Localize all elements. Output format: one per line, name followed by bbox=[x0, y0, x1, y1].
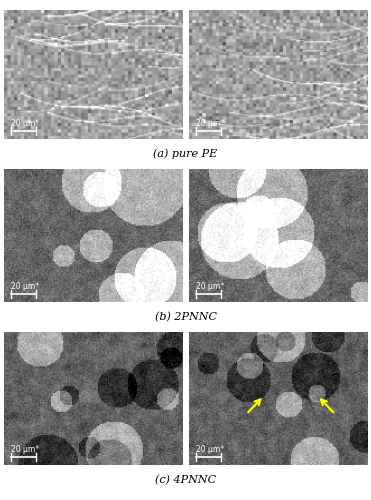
Text: 20 μm*: 20 μm* bbox=[196, 445, 224, 454]
Text: 20 μm*: 20 μm* bbox=[196, 120, 224, 128]
Text: (b) 2PNNC: (b) 2PNNC bbox=[154, 312, 217, 322]
Text: 20 μm*: 20 μm* bbox=[11, 282, 39, 291]
Text: 20 μm*: 20 μm* bbox=[11, 120, 39, 128]
Text: 20 μm*: 20 μm* bbox=[196, 282, 224, 291]
Text: (a) pure PE: (a) pure PE bbox=[153, 148, 218, 159]
Text: 20 μm*: 20 μm* bbox=[11, 445, 39, 454]
Text: (c) 4PNNC: (c) 4PNNC bbox=[155, 475, 216, 485]
